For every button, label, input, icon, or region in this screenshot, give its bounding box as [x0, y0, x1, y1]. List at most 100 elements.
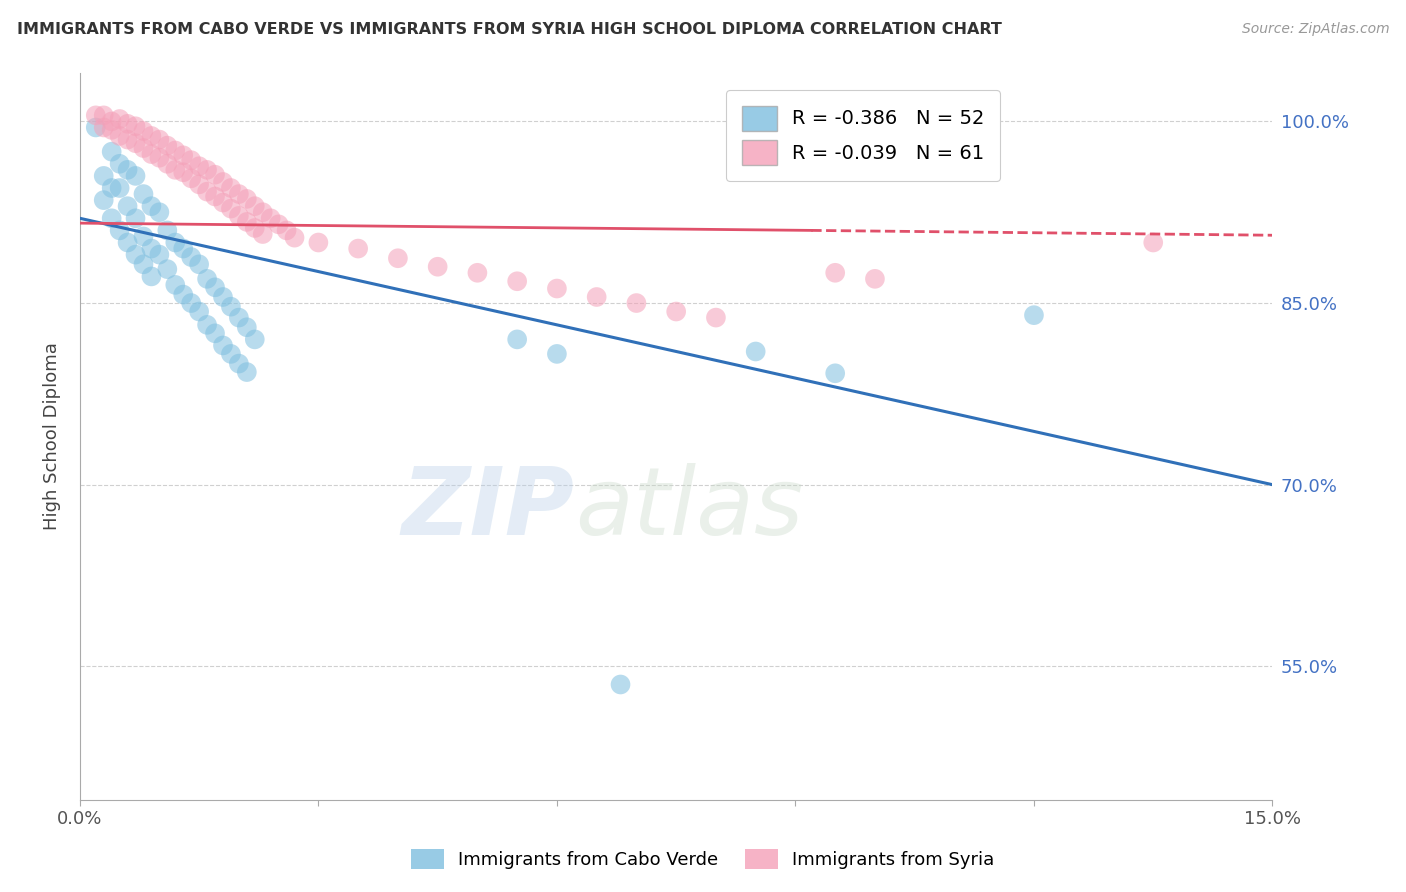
Point	[204, 168, 226, 182]
Point	[236, 215, 259, 229]
Point	[546, 347, 568, 361]
Point	[195, 318, 218, 332]
Point	[141, 147, 163, 161]
Point	[212, 195, 235, 210]
Point	[172, 148, 194, 162]
Point	[426, 260, 449, 274]
Point	[100, 123, 122, 137]
Legend: R = -0.386   N = 52, R = -0.039   N = 61: R = -0.386 N = 52, R = -0.039 N = 61	[727, 90, 1001, 181]
Point	[252, 205, 274, 219]
Point	[228, 187, 250, 202]
Point	[204, 326, 226, 341]
Point	[188, 159, 211, 173]
Point	[626, 296, 648, 310]
Point	[148, 205, 170, 219]
Point	[93, 108, 115, 122]
Point	[236, 320, 259, 334]
Point	[212, 175, 235, 189]
Point	[267, 218, 290, 232]
Point	[506, 274, 529, 288]
Point	[609, 677, 631, 691]
Point	[195, 162, 218, 177]
Point	[228, 357, 250, 371]
Text: atlas: atlas	[575, 464, 803, 555]
Y-axis label: High School Diploma: High School Diploma	[44, 343, 60, 530]
Point	[180, 171, 202, 186]
Point	[1022, 308, 1045, 322]
Text: ZIP: ZIP	[402, 463, 575, 555]
Point	[84, 108, 107, 122]
Point	[180, 250, 202, 264]
Point	[347, 242, 370, 256]
Point	[1142, 235, 1164, 250]
Point	[165, 235, 187, 250]
Point	[108, 181, 131, 195]
Point	[165, 162, 187, 177]
Point	[141, 269, 163, 284]
Point	[704, 310, 727, 325]
Point	[108, 223, 131, 237]
Legend: Immigrants from Cabo Verde, Immigrants from Syria: Immigrants from Cabo Verde, Immigrants f…	[402, 839, 1004, 879]
Point	[132, 141, 155, 155]
Point	[100, 211, 122, 226]
Point	[148, 151, 170, 165]
Point	[124, 169, 146, 183]
Point	[665, 304, 688, 318]
Point	[108, 157, 131, 171]
Point	[141, 199, 163, 213]
Point	[124, 247, 146, 261]
Text: Source: ZipAtlas.com: Source: ZipAtlas.com	[1241, 22, 1389, 37]
Point	[387, 252, 409, 266]
Point	[165, 144, 187, 158]
Point	[204, 280, 226, 294]
Point	[863, 272, 886, 286]
Point	[156, 157, 179, 171]
Point	[148, 247, 170, 261]
Point	[93, 120, 115, 135]
Point	[228, 209, 250, 223]
Text: IMMIGRANTS FROM CABO VERDE VS IMMIGRANTS FROM SYRIA HIGH SCHOOL DIPLOMA CORRELAT: IMMIGRANTS FROM CABO VERDE VS IMMIGRANTS…	[17, 22, 1001, 37]
Point	[156, 262, 179, 277]
Point	[219, 181, 242, 195]
Point	[467, 266, 489, 280]
Point	[132, 187, 155, 202]
Point	[165, 277, 187, 292]
Point	[124, 211, 146, 226]
Point	[117, 235, 139, 250]
Point	[585, 290, 607, 304]
Point	[132, 229, 155, 244]
Point	[156, 223, 179, 237]
Point	[148, 132, 170, 146]
Point	[219, 300, 242, 314]
Point	[188, 178, 211, 192]
Point	[212, 290, 235, 304]
Point	[228, 310, 250, 325]
Point	[180, 296, 202, 310]
Point	[117, 199, 139, 213]
Point	[141, 242, 163, 256]
Point	[204, 189, 226, 203]
Point	[219, 202, 242, 216]
Point	[172, 287, 194, 301]
Point	[117, 162, 139, 177]
Point	[195, 185, 218, 199]
Point	[117, 132, 139, 146]
Point	[132, 257, 155, 271]
Point	[117, 117, 139, 131]
Point	[100, 181, 122, 195]
Point	[93, 169, 115, 183]
Point	[236, 365, 259, 379]
Point	[243, 221, 266, 235]
Point	[124, 120, 146, 134]
Point	[283, 230, 305, 244]
Point	[260, 211, 283, 226]
Point	[219, 347, 242, 361]
Point	[93, 193, 115, 207]
Point	[744, 344, 766, 359]
Point	[546, 281, 568, 295]
Point	[141, 128, 163, 143]
Point	[307, 235, 329, 250]
Point	[180, 153, 202, 168]
Point	[276, 223, 298, 237]
Point	[108, 128, 131, 143]
